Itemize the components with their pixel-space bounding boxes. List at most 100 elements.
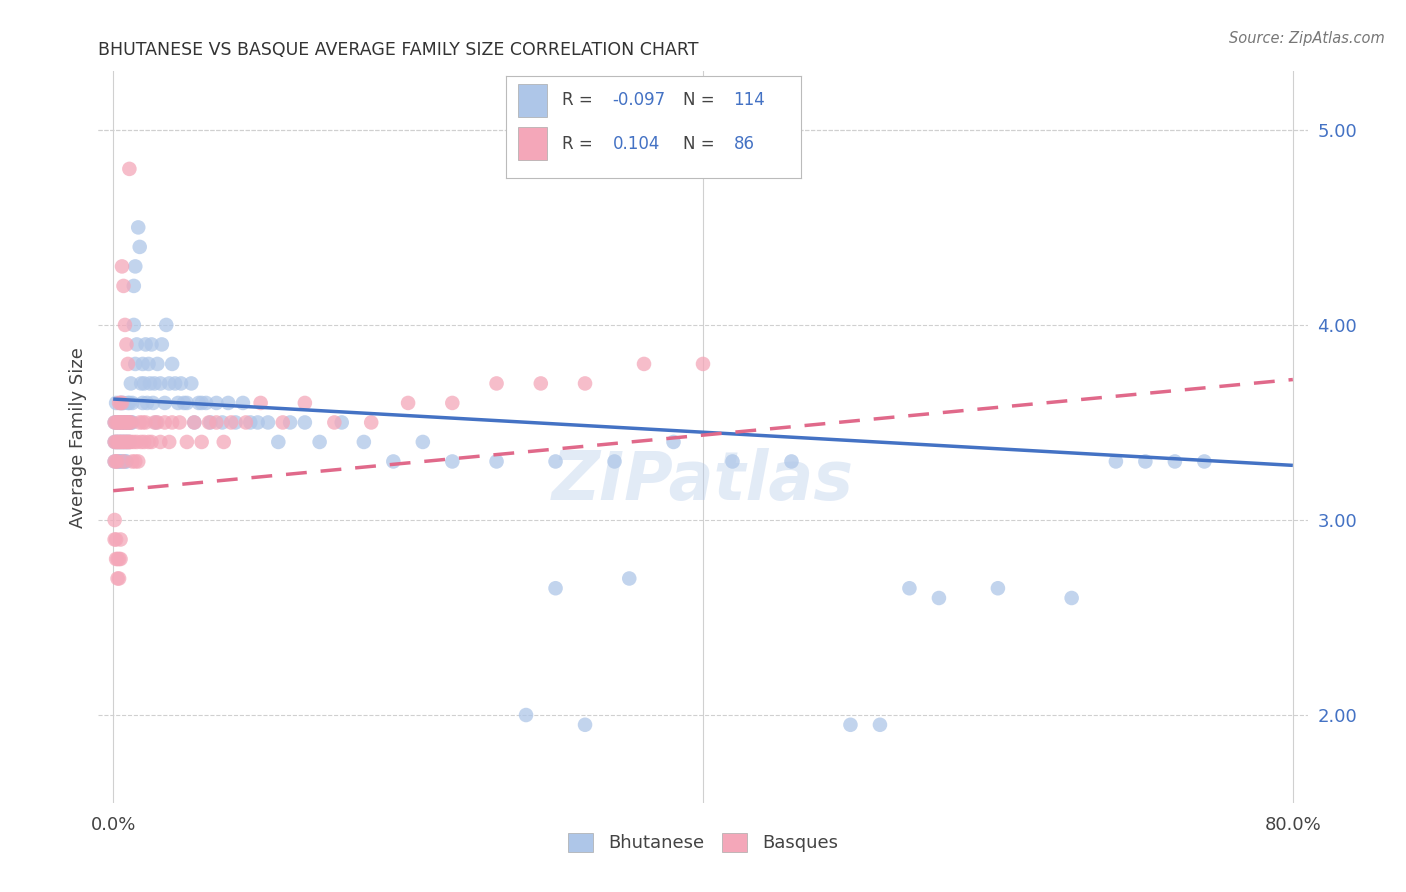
Point xyxy=(141,337,163,351)
Point xyxy=(232,396,254,410)
Point xyxy=(121,396,143,410)
Point xyxy=(198,416,221,430)
Point xyxy=(117,416,139,430)
Point xyxy=(118,161,141,176)
Point xyxy=(330,416,353,430)
Point xyxy=(107,434,129,449)
Point xyxy=(114,318,136,332)
Point xyxy=(108,552,131,566)
Point xyxy=(127,220,149,235)
Point xyxy=(114,434,136,449)
Point xyxy=(108,454,131,468)
Point xyxy=(111,416,134,430)
Point xyxy=(131,396,153,410)
Text: R =: R = xyxy=(562,135,603,153)
Point xyxy=(110,434,132,449)
Point xyxy=(1135,454,1157,468)
Point xyxy=(107,416,129,430)
Point xyxy=(110,434,132,449)
Point xyxy=(105,454,128,468)
Point xyxy=(104,434,127,449)
Point xyxy=(110,396,132,410)
Point xyxy=(129,376,152,391)
Point xyxy=(294,396,316,410)
Point xyxy=(150,337,173,351)
Point xyxy=(115,454,138,468)
Point xyxy=(138,434,160,449)
Point xyxy=(160,357,183,371)
Point xyxy=(117,396,139,410)
Point xyxy=(118,416,141,430)
Point xyxy=(146,357,169,371)
Point xyxy=(308,434,330,449)
Text: -0.097: -0.097 xyxy=(613,92,665,110)
Point xyxy=(721,454,744,468)
Point xyxy=(112,279,135,293)
Point xyxy=(105,396,128,410)
Point xyxy=(111,396,134,410)
Point xyxy=(105,552,128,566)
Point xyxy=(169,416,191,430)
Point xyxy=(125,434,148,449)
Point xyxy=(105,434,128,449)
Point xyxy=(662,434,685,449)
Point xyxy=(485,454,508,468)
Point xyxy=(111,434,134,449)
Point xyxy=(167,396,190,410)
Point xyxy=(112,434,135,449)
Point xyxy=(122,434,145,449)
Point xyxy=(124,357,146,371)
Point xyxy=(928,591,950,605)
Point xyxy=(110,454,132,468)
Point xyxy=(530,376,553,391)
Point xyxy=(153,416,176,430)
Point xyxy=(294,416,316,430)
Point xyxy=(135,416,157,430)
Point xyxy=(120,416,142,430)
Point xyxy=(111,434,134,449)
Point xyxy=(117,416,139,430)
Point xyxy=(155,318,177,332)
Point xyxy=(112,434,135,449)
Point xyxy=(108,434,131,449)
Point xyxy=(108,434,131,449)
Point xyxy=(1060,591,1083,605)
Point xyxy=(190,434,212,449)
Point xyxy=(1194,454,1216,468)
Point xyxy=(134,376,156,391)
Point xyxy=(176,396,198,410)
Point xyxy=(145,416,167,430)
Point xyxy=(118,416,141,430)
Point xyxy=(104,513,127,527)
Point xyxy=(110,552,132,566)
Point xyxy=(124,260,146,274)
Point xyxy=(104,533,127,547)
Point xyxy=(112,416,135,430)
Text: N =: N = xyxy=(683,92,720,110)
Point xyxy=(131,357,153,371)
Point xyxy=(112,454,135,468)
Point xyxy=(180,376,202,391)
Point xyxy=(110,533,132,547)
Point xyxy=(149,376,172,391)
Point xyxy=(105,533,128,547)
Point xyxy=(141,434,163,449)
Point xyxy=(219,416,242,430)
Point xyxy=(515,708,537,723)
Point xyxy=(165,376,187,391)
Point xyxy=(114,454,136,468)
Point xyxy=(114,416,136,430)
Point xyxy=(118,434,141,449)
Point xyxy=(360,416,382,430)
Point xyxy=(110,396,132,410)
Point xyxy=(157,376,180,391)
Point xyxy=(780,454,803,468)
Point xyxy=(136,396,159,410)
Point xyxy=(104,454,127,468)
Point xyxy=(323,416,346,430)
Point xyxy=(112,416,135,430)
Point xyxy=(898,581,921,595)
Point xyxy=(200,416,222,430)
Point xyxy=(115,416,138,430)
Point xyxy=(190,396,212,410)
